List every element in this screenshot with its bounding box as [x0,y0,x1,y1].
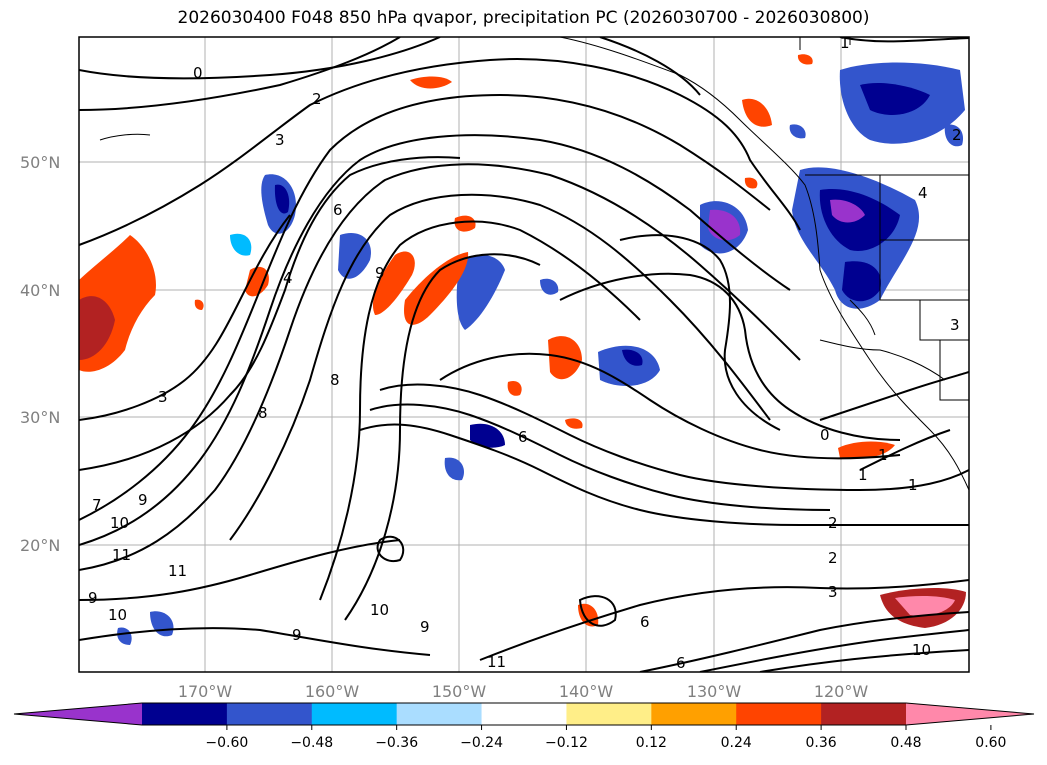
colorbar-tick-label: 0.36 [806,735,837,751]
lon-label: 170°W [178,682,233,701]
contour-label: 2 [828,514,838,532]
lat-label: 30°N [20,408,60,427]
colorbar-tick-label: −0.24 [460,735,503,751]
colorbar-tick-label: 0.60 [975,735,1006,751]
contour-label: 0 [193,64,203,82]
contour-label: 4 [283,269,293,287]
contour-label: 4 [918,184,928,202]
contour-label: 11 [487,653,506,671]
contour-label: 7 [92,496,102,514]
colorbar: −0.60 −0.48 −0.36 −0.24 −0.12 0.12 0.24 0.36 0.4… [14,703,1034,751]
contour-label: 10 [108,606,127,624]
lat-label: 40°N [20,281,60,300]
colorbar-segment [651,703,736,725]
colorbar-tick-label: −0.36 [375,735,418,751]
contour-label: 8 [330,371,340,389]
colorbar-tick-label: 0.48 [890,735,921,751]
contour-label: 6 [333,201,343,219]
contour-label: 2 [312,90,322,108]
contour-label: 9 [375,264,385,282]
contour-label: 6 [518,428,528,446]
contour-label: 3 [275,131,285,149]
contour-label: 9 [420,618,430,636]
contour-label: 6 [640,613,650,631]
colorbar-tick-label: −0.48 [290,735,333,751]
contour-label: 10 [912,641,931,659]
colorbar-segment [142,703,227,725]
contour-label: 2 [828,549,838,567]
colorbar-segment [227,703,312,725]
lat-label: 20°N [20,536,60,555]
lat-label: 50°N [20,153,60,172]
contour-label: 11 [168,562,187,580]
contour-label: 1 [908,476,918,494]
contour-label: 0 [820,426,830,444]
lon-label: 150°W [432,682,487,701]
colorbar-tick-label: −0.60 [205,735,248,751]
contour-label: 1 [858,466,868,484]
contour-label: 8 [258,404,268,422]
colorbar-tick-label: 0.24 [721,735,752,751]
colorbar-segment [397,703,482,725]
longitude-labels: 170°W 160°W 150°W 140°W 130°W 120°W [178,682,869,701]
colorbar-segment [736,703,821,725]
colorbar-extend-high [906,703,1034,725]
contour-label: 9 [88,589,98,607]
contour-label: 3 [950,316,960,334]
contour-label: 6 [676,654,686,672]
colorbar-tick-label: −0.12 [545,735,588,751]
lon-label: 120°W [814,682,869,701]
colorbar-segment [566,703,651,725]
colorbar-segment [821,703,906,725]
colorbar-tick-label: 0.12 [636,735,667,751]
colorbar-extend-low [14,703,142,725]
contour-label: 10 [370,601,389,619]
latitude-labels: 50°N 40°N 30°N 20°N [20,153,60,555]
contour-label: 3 [828,583,838,601]
contour-label: 9 [138,491,148,509]
colorbar-segment [482,703,567,725]
contour-label: 9 [292,626,302,644]
lon-label: 160°W [305,682,360,701]
lon-label: 130°W [687,682,742,701]
contour-label: 3 [158,388,168,406]
colorbar-segment [312,703,397,725]
contour-label: 1 [878,446,888,464]
contour-label: 2 [952,126,962,144]
lon-label: 140°W [559,682,614,701]
contour-label: 11 [112,546,131,564]
contour-label: 10 [110,514,129,532]
